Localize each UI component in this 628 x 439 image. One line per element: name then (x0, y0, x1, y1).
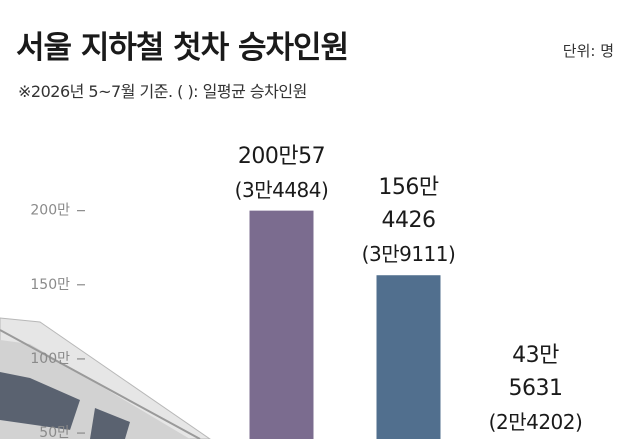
daily-average-label: (3만9111) (361, 242, 456, 267)
train-illustration (0, 317, 211, 439)
y-tick-label: 150만 (30, 277, 70, 293)
value-label: 200만57 (237, 143, 326, 169)
bar (376, 275, 441, 439)
value-label: 43만 5631 (508, 342, 564, 401)
daily-average-label: (3만4484) (234, 177, 329, 202)
unit-label: 단위: 명 (562, 42, 614, 60)
y-tick-label: 100만 (30, 351, 70, 367)
subtitle: ※2026년 5~7월 기준. ( ): 일평균 승차인원 (18, 82, 307, 101)
bar (249, 210, 314, 439)
y-tick-label: 200만 (30, 203, 70, 219)
value-label: 156만 4426 (378, 175, 439, 234)
chart-title: 서울 지하철 첫차 승차인원 (16, 30, 349, 66)
daily-average-label: (2만4202) (488, 409, 583, 434)
y-tick-label: 50만 (39, 425, 70, 439)
